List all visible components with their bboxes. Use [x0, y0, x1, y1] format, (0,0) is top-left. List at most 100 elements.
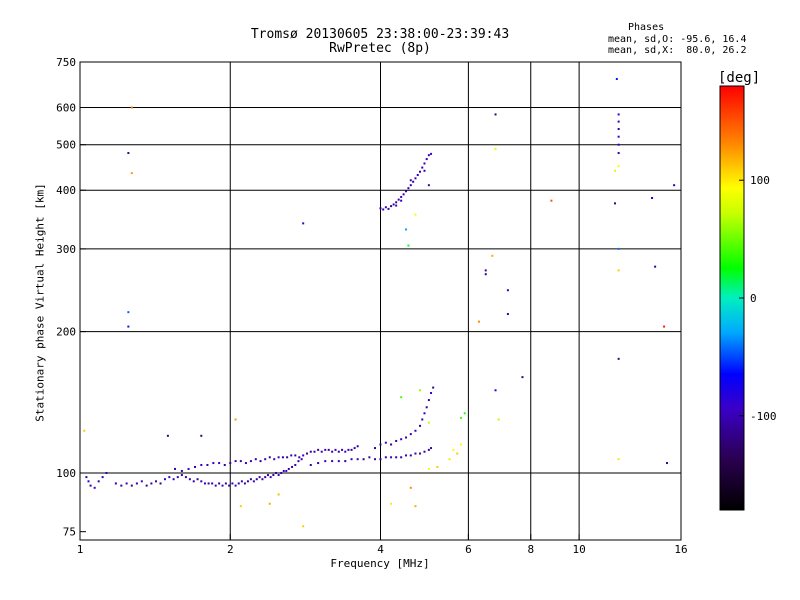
data-point — [402, 193, 405, 196]
data-point — [409, 179, 412, 182]
data-point — [218, 462, 221, 465]
data-point — [212, 462, 215, 465]
data-point — [331, 450, 334, 453]
data-point — [356, 458, 359, 461]
data-point — [347, 448, 350, 451]
x-tick-label: 6 — [465, 543, 472, 556]
data-point — [252, 480, 255, 483]
data-point — [494, 389, 497, 392]
data-point — [379, 443, 382, 446]
data-point — [306, 452, 309, 455]
data-point — [275, 471, 278, 474]
data-point — [297, 460, 300, 463]
data-point — [419, 389, 422, 392]
data-point — [414, 505, 417, 508]
data-point — [395, 456, 398, 459]
data-point — [617, 269, 620, 272]
data-point — [400, 199, 403, 202]
data-point — [120, 484, 123, 487]
data-point — [448, 458, 451, 461]
data-point — [130, 484, 133, 487]
data-point — [234, 484, 237, 487]
data-point — [244, 462, 247, 465]
data-point — [214, 484, 217, 487]
data-point — [89, 484, 92, 487]
data-point — [317, 462, 320, 465]
data-point — [240, 480, 243, 483]
data-point — [180, 469, 183, 472]
data-point — [234, 460, 237, 463]
data-point — [412, 180, 415, 183]
data-point — [93, 486, 96, 489]
data-point — [379, 458, 382, 461]
data-point — [416, 173, 419, 176]
data-point — [356, 445, 359, 448]
data-point — [101, 476, 104, 479]
data-point — [400, 396, 403, 399]
data-point — [491, 254, 494, 257]
data-point — [188, 478, 191, 481]
grid-lines — [80, 62, 681, 540]
data-point — [666, 462, 669, 465]
data-point — [145, 484, 148, 487]
data-point — [203, 482, 206, 485]
data-point — [317, 448, 320, 451]
data-point — [285, 469, 288, 472]
data-point — [430, 447, 433, 450]
data-point — [430, 392, 433, 395]
x-tick-label: 8 — [527, 543, 534, 556]
data-point — [460, 416, 463, 419]
data-point — [281, 456, 284, 459]
data-point — [261, 478, 264, 481]
data-point — [231, 482, 234, 485]
data-point — [337, 460, 340, 463]
data-point — [135, 482, 138, 485]
data-point — [344, 450, 347, 453]
data-point — [309, 463, 312, 466]
data-point — [382, 208, 385, 211]
data-point — [374, 447, 377, 450]
data-point — [673, 184, 676, 187]
data-point — [302, 525, 305, 528]
y-tick-label: 300 — [56, 243, 76, 256]
data-point — [83, 429, 86, 432]
y-tick-label: 100 — [56, 467, 76, 480]
data-point — [243, 482, 246, 485]
data-point — [130, 106, 133, 109]
data-point — [419, 424, 422, 427]
data-point — [617, 135, 620, 138]
colorbar-tick-label: -100 — [750, 410, 777, 423]
data-point — [294, 454, 297, 457]
data-point — [85, 476, 88, 479]
data-point — [166, 434, 169, 437]
chart-title-line2: RwPretec (8p) — [329, 41, 431, 56]
data-point — [302, 454, 305, 457]
data-point — [407, 244, 410, 247]
data-point — [341, 448, 344, 451]
data-point — [663, 325, 666, 328]
y-tick-label: 600 — [56, 102, 76, 115]
data-point — [155, 480, 158, 483]
data-point — [125, 482, 128, 485]
data-point — [272, 474, 275, 477]
data-point — [218, 482, 221, 485]
x-tick-label: 1 — [77, 543, 84, 556]
data-point — [484, 269, 487, 272]
data-point — [617, 357, 620, 360]
data-point — [409, 486, 412, 489]
data-point — [187, 467, 190, 470]
data-point — [200, 434, 203, 437]
data-point — [334, 448, 337, 451]
data-point — [87, 480, 90, 483]
data-point — [405, 454, 408, 457]
data-point — [405, 436, 408, 439]
data-point — [206, 463, 209, 466]
colorbar-tick-label: 100 — [750, 174, 770, 187]
stats-title: Phases — [628, 22, 665, 33]
data-point — [105, 471, 108, 474]
data-point — [651, 197, 654, 200]
data-point — [427, 154, 430, 157]
data-point — [273, 458, 276, 461]
data-point — [277, 456, 280, 459]
data-point — [613, 202, 616, 205]
